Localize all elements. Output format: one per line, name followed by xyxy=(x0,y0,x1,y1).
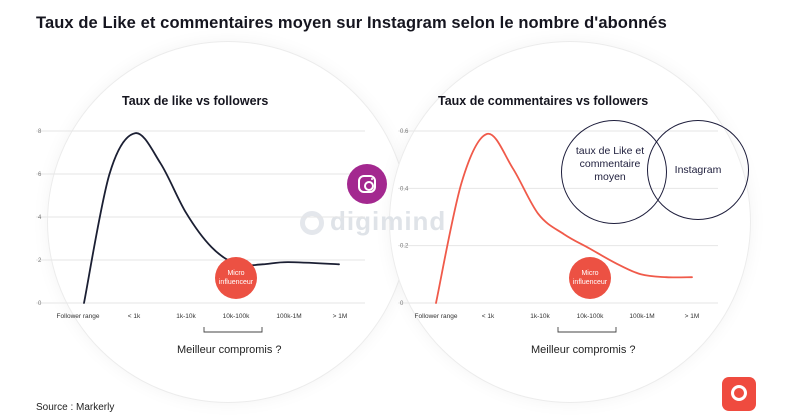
right-compromise-bracket xyxy=(557,327,617,333)
left-series-line xyxy=(83,132,340,304)
left-xtick-label: 100k-1M xyxy=(276,313,301,320)
left-ytick-label: 6 xyxy=(38,172,42,178)
instagram-dot xyxy=(371,178,373,180)
left-xtick-label: Follower range xyxy=(57,313,100,320)
right-xtick-label: 10k-100k xyxy=(577,313,604,320)
right-xtick-label: 1k-10k xyxy=(530,313,550,320)
right-ytick-label: 0.6 xyxy=(400,129,409,135)
instagram-logo-icon xyxy=(347,164,387,204)
micro-badge-line2: influenceur xyxy=(572,279,608,286)
left-background-circle xyxy=(48,42,408,402)
micro-badge-line2: influenceur xyxy=(218,279,254,286)
right-series-line xyxy=(435,132,693,304)
left-xtick-label: > 1M xyxy=(333,313,348,320)
source-note: Source : Markerly xyxy=(36,402,115,413)
micro-influencer-badge-right: Micro influenceur xyxy=(569,257,611,299)
left-xtick-label: 1k-10k xyxy=(176,313,196,320)
left-xtick-label: 10k-100k xyxy=(223,313,250,320)
page-title: Taux de Like et commentaires moyen sur I… xyxy=(36,14,667,32)
venn-circle-right xyxy=(647,120,749,220)
right-ytick-label: 0.2 xyxy=(400,244,409,250)
micro-badge-line1: Micro xyxy=(227,270,245,277)
watermark-text: digimind xyxy=(330,206,447,236)
right-background-circle xyxy=(390,42,750,402)
instagram-lens xyxy=(364,181,374,191)
venn-label-right: Instagram xyxy=(674,164,722,176)
left-ytick-label: 8 xyxy=(38,129,42,135)
digimind-logo-icon xyxy=(722,377,756,411)
left-ytick-label: 0 xyxy=(38,301,42,307)
digimind-watermark: digimind xyxy=(300,206,446,237)
left-chart-title: Taux de like vs followers xyxy=(122,94,269,108)
right-ytick-label: 0 xyxy=(400,301,404,307)
left-ytick-label: 2 xyxy=(38,258,42,264)
left-ytick-label: 4 xyxy=(38,215,42,221)
right-ytick-label: 0.4 xyxy=(400,186,409,192)
instagram-glyph xyxy=(358,175,376,193)
right-xtick-label: Follower range xyxy=(415,313,458,320)
right-xtick-label: 100k-1M xyxy=(629,313,654,320)
micro-badge-line1: Micro xyxy=(581,270,599,277)
right-xtick-label: > 1M xyxy=(685,313,700,320)
right-xtick-label: < 1k xyxy=(482,313,495,320)
left-compromise-bracket xyxy=(203,327,263,333)
left-best-compromise-caption: Meilleur compromis ? xyxy=(177,344,282,356)
right-best-compromise-caption: Meilleur compromis ? xyxy=(531,344,636,356)
micro-influencer-badge-left: Micro influenceur xyxy=(215,257,257,299)
left-xtick-label: < 1k xyxy=(128,313,141,320)
digimind-watermark-icon xyxy=(300,211,324,236)
right-chart-title: Taux de commentaires vs followers xyxy=(438,94,649,108)
digimind-logo-glyph xyxy=(731,385,747,401)
venn-label-left: taux de Like et commentaire moyen xyxy=(575,145,645,183)
